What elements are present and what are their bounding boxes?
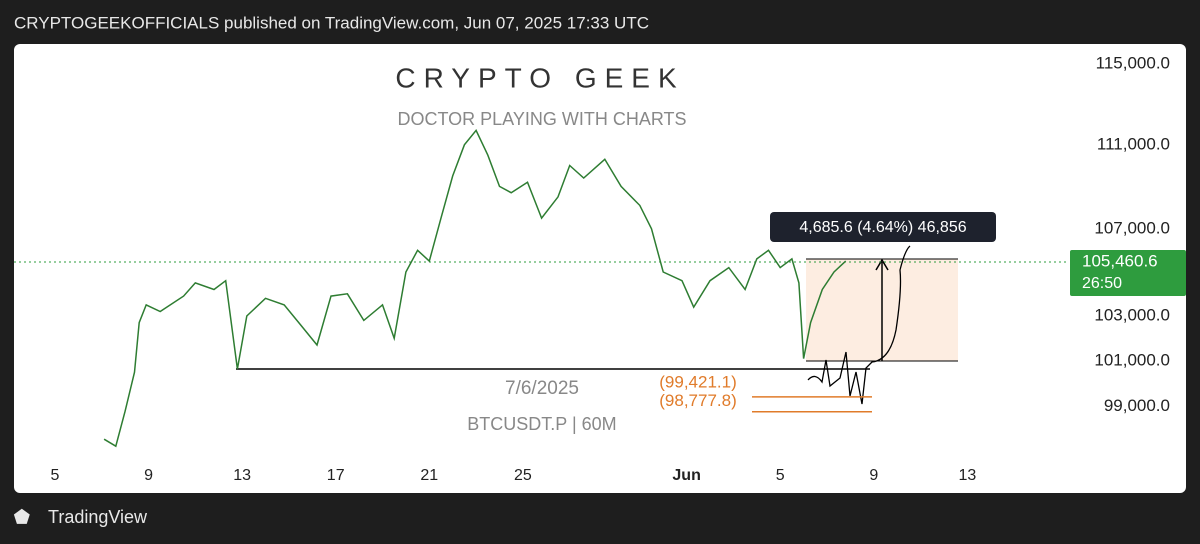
level-label: (98,777.8) — [659, 391, 737, 410]
logo-mark: ⬟ — [13, 507, 30, 527]
y-tick-label: 101,000.0 — [1094, 350, 1170, 369]
x-tick-label: 9 — [869, 467, 878, 484]
x-tick-label: 13 — [233, 467, 251, 484]
x-tick-label: 13 — [958, 467, 976, 484]
x-tick-label: 5 — [776, 467, 785, 484]
y-tick-label: 99,000.0 — [1104, 396, 1170, 415]
x-tick-label: 9 — [144, 467, 153, 484]
y-tick-label: 107,000.0 — [1094, 218, 1170, 237]
price-line — [103, 129, 847, 448]
countdown: 26:50 — [1082, 275, 1122, 292]
annotation: BTCUSDT.P | 60M — [467, 414, 616, 434]
footer: TradingView — [48, 507, 148, 527]
measure-label-box — [770, 212, 996, 242]
chart-subtitle: DOCTOR PLAYING WITH CHARTS — [397, 109, 686, 129]
y-tick-label: 115,000.0 — [1096, 53, 1170, 72]
x-tick-label: 5 — [50, 467, 59, 484]
annotation: 7/6/2025 — [505, 378, 579, 399]
measure-label: 4,685.6 (4.64%) 46,856 — [799, 219, 966, 236]
last-price-box — [1070, 250, 1186, 296]
last-price-label: 105,460.6 — [1082, 251, 1158, 270]
header: CRYPTOGEEKOFFICIALS published on Trading… — [14, 13, 649, 32]
y-tick-label: 111,000.0 — [1097, 134, 1170, 153]
hand-drawn-path — [807, 245, 911, 405]
y-tick-label: 103,000.0 — [1094, 305, 1170, 324]
x-tick-label: 21 — [420, 467, 438, 484]
x-tick-label: 17 — [327, 467, 345, 484]
chart-title: CRYPTO GEEK — [395, 62, 684, 93]
x-tick-label: 25 — [514, 467, 532, 484]
level-label: (99,421.1) — [659, 372, 737, 391]
chart-panel — [14, 44, 1186, 493]
measure-arrow — [875, 258, 889, 271]
x-tick-label: Jun — [672, 467, 700, 484]
